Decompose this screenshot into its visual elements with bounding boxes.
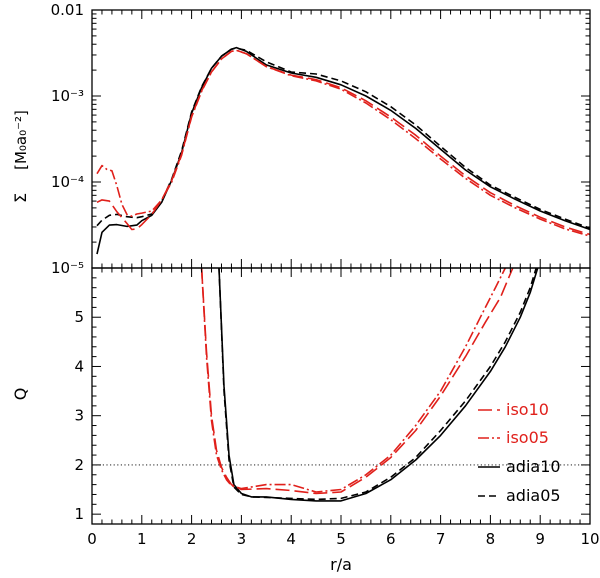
xtick-label-6: 6 <box>386 530 396 548</box>
ytick-label-sigma-0: 0.01 <box>51 1 84 19</box>
xtick-label-0: 0 <box>87 530 97 548</box>
ytick-label-Q-0: 1 <box>74 505 84 523</box>
ytick-label-sigma-3: 10⁻⁵ <box>51 259 84 277</box>
sigma-ylabel-symbol: Σ <box>11 193 30 203</box>
xtick-label-5: 5 <box>336 530 346 548</box>
x-axis-label: r/a <box>330 555 352 574</box>
curves-layer <box>92 46 590 502</box>
frame-sigma <box>91 9 591 269</box>
series-Q-iso05 <box>200 268 507 493</box>
series-sigma-iso05 <box>96 49 590 237</box>
ytick-label-Q-2: 3 <box>74 407 84 425</box>
legend-label-adia05: adia05 <box>506 486 561 505</box>
xtick-label-4: 4 <box>286 530 296 548</box>
xtick-label-7: 7 <box>436 530 446 548</box>
legend-label-iso05: iso05 <box>506 428 549 447</box>
ytick-label-Q-1: 2 <box>74 456 84 474</box>
legend-label-iso10: iso10 <box>506 400 549 419</box>
ytick-label-Q-3: 4 <box>74 357 84 375</box>
ticks-layer <box>91 9 591 525</box>
q-ylabel: Q <box>11 388 30 401</box>
sigma-ylabel-unit: [M₀a₀⁻²] <box>12 110 30 170</box>
series-Q-adia05 <box>218 268 537 501</box>
legend-label-adia10: adia10 <box>506 457 561 476</box>
series-sigma-iso10 <box>96 49 590 236</box>
legend: iso10 iso05 adia10 adia05 <box>478 400 561 505</box>
xtick-label-10: 10 <box>580 530 599 548</box>
ytick-label-sigma-2: 10⁻⁴ <box>51 173 84 191</box>
series-Q-iso10 <box>200 268 514 495</box>
xtick-label-9: 9 <box>535 530 545 548</box>
series-sigma-adia05 <box>96 47 590 229</box>
ytick-label-Q-4: 5 <box>74 308 84 326</box>
ytick-label-sigma-1: 10⁻³ <box>51 87 84 105</box>
xtick-label-8: 8 <box>486 530 496 548</box>
xtick-label-1: 1 <box>137 530 147 548</box>
series-Q-adia10 <box>218 268 539 502</box>
series-sigma-adia10 <box>96 46 590 255</box>
xtick-label-3: 3 <box>237 530 247 548</box>
xtick-label-2: 2 <box>187 530 197 548</box>
